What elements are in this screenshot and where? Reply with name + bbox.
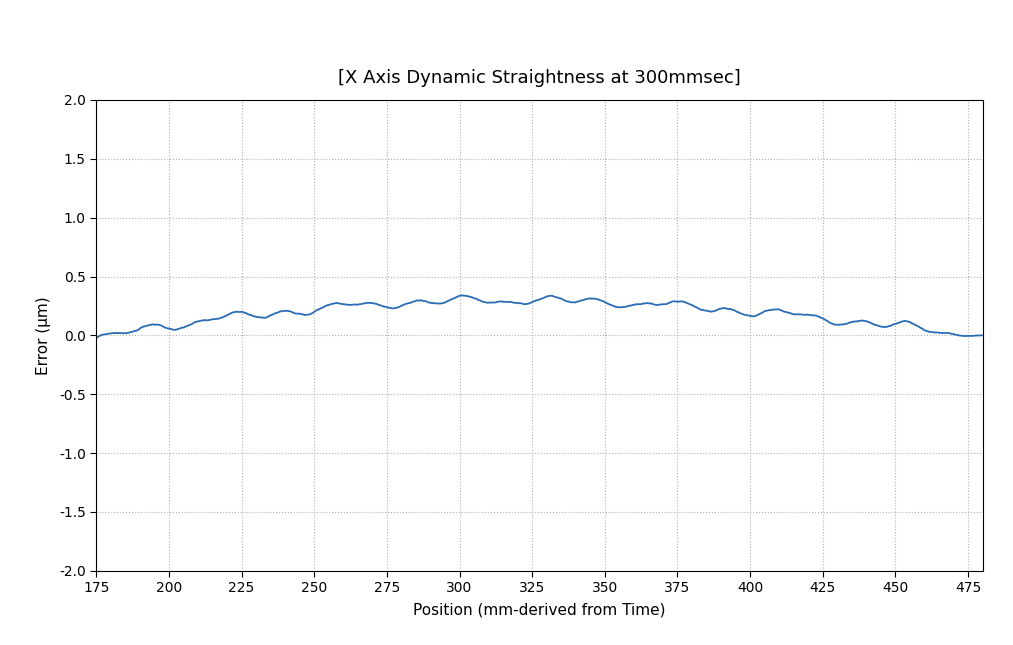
Text: 6.  X Axis (Gantry) Dynamic Straightness at 300 mm/sec, Y = 250 mm: 6. X Axis (Gantry) Dynamic Straightness … xyxy=(10,12,714,30)
Title: [X Axis Dynamic Straightness at 300mmsec]: [X Axis Dynamic Straightness at 300mmsec… xyxy=(338,69,741,87)
X-axis label: Position (mm-derived from Time): Position (mm-derived from Time) xyxy=(413,602,666,617)
Y-axis label: Error (µm): Error (µm) xyxy=(35,296,51,375)
